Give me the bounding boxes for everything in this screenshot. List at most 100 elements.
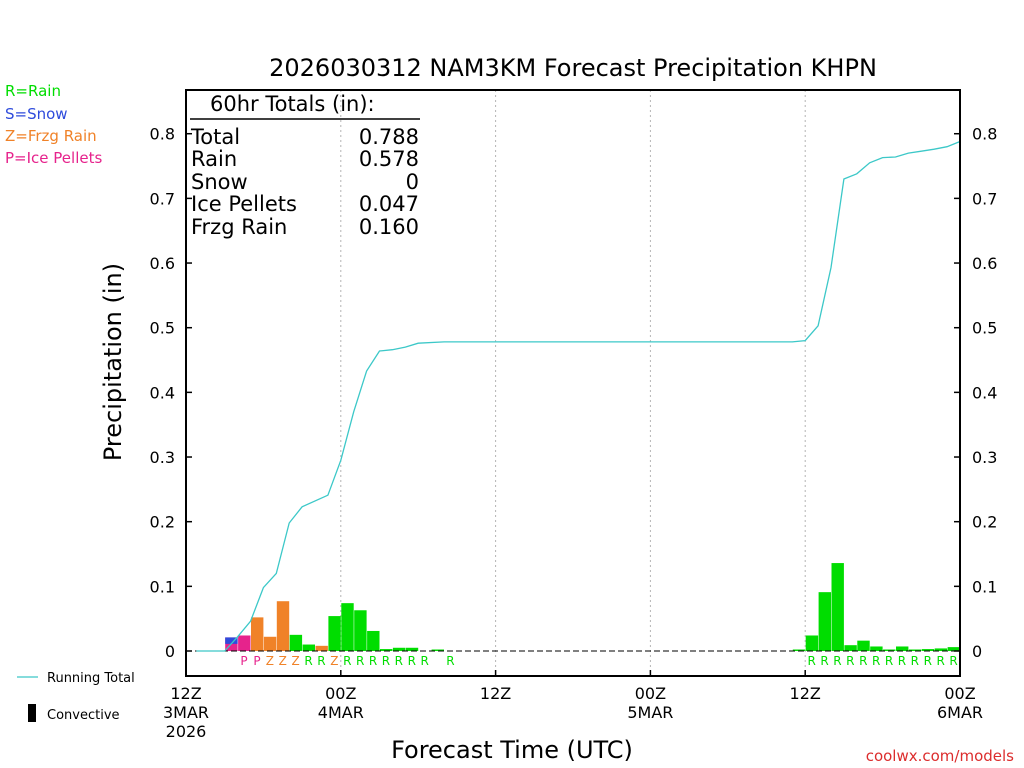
totals-value-total: 0.788 <box>359 125 419 149</box>
x-axis-label: Forecast Time (UTC) <box>391 736 633 764</box>
totals-label-snow: Snow <box>191 170 248 194</box>
y-tick-label-left: 0.4 <box>150 383 175 402</box>
precip-type-label: R <box>949 654 957 668</box>
y-tick-label-left: 0.5 <box>150 319 175 338</box>
y-tick-label-right: 0.7 <box>972 189 997 208</box>
y-tick-label-left: 0.3 <box>150 448 175 467</box>
legend-ice-pellets: P=Ice Pellets <box>5 149 102 167</box>
precip-type-label: R <box>343 654 351 668</box>
precip-bar <box>844 645 857 651</box>
precip-type-label: R <box>356 654 364 668</box>
legend-frzg-rain: Z=Frzg Rain <box>5 127 97 145</box>
precip-bar <box>896 646 909 651</box>
precip-type-label: R <box>807 654 815 668</box>
precip-bars <box>225 563 960 651</box>
precip-bar <box>263 636 277 651</box>
x-tick-label: 12Z <box>480 684 511 703</box>
y-tick-label-left: 0.7 <box>150 189 175 208</box>
precip-bar <box>315 645 328 651</box>
precip-bar <box>921 649 935 651</box>
precip-bar <box>792 649 806 651</box>
precip-type-label: R <box>924 654 932 668</box>
chart-title: 2026030312 NAM3KM Forecast Precipitation… <box>269 54 877 82</box>
precip-bar <box>883 649 896 651</box>
x-tick-label: 4MAR <box>318 703 364 722</box>
precip-type-label: R <box>395 654 403 668</box>
y-tick-label-left: 0.6 <box>150 254 175 273</box>
precip-type-label: P <box>253 654 260 668</box>
precip-type-label: R <box>872 654 880 668</box>
running-total-line <box>196 140 961 652</box>
y-tick-label-right: 0.3 <box>972 448 997 467</box>
x-tick-label: 00Z <box>325 684 356 703</box>
totals-label-rain: Rain <box>191 147 237 171</box>
precip-bar <box>870 646 883 651</box>
running-total-series <box>196 140 961 652</box>
precip-bar <box>251 617 264 651</box>
precip-type-label: R <box>820 654 828 668</box>
y-axis-label: Precipitation (in) <box>99 263 127 461</box>
y-tick-label-right: 0.5 <box>972 319 997 338</box>
x-tick-label: 2026 <box>166 722 207 741</box>
precip-bar <box>328 616 341 651</box>
precip-type-label: R <box>420 654 428 668</box>
precip-type-label: R <box>859 654 867 668</box>
precip-bar <box>857 640 870 651</box>
convective-legend-label: Convective <box>47 708 120 723</box>
running-total-legend-label: Running Total <box>47 671 135 686</box>
legend-rain: R=Rain <box>5 82 61 100</box>
x-tick-label: 6MAR <box>937 703 983 722</box>
precip-type-label: Z <box>279 654 287 668</box>
precip-type-label: R <box>304 654 312 668</box>
precip-type-label: R <box>898 654 906 668</box>
totals-label-ice-pellets: Ice Pellets <box>191 192 297 216</box>
convective-legend-swatch <box>28 704 36 722</box>
precip-type-label: R <box>317 654 325 668</box>
precip-type-label: R <box>382 654 390 668</box>
precip-bar <box>289 634 303 651</box>
precip-type-label: Z <box>330 654 338 668</box>
y-tick-label-left: 0.1 <box>150 577 175 596</box>
y-tick-label-right: 0.6 <box>972 254 997 273</box>
x-tick-label: 00Z <box>944 684 975 703</box>
y-axis-ticks: 0 0 0.1 0.1 0.2 0.2 0.3 0.3 0.4 0.4 0.5 0.5 0.6 0.6 0.… <box>150 125 998 661</box>
precip-type-label: P <box>240 654 247 668</box>
x-tick-label: 12Z <box>790 684 821 703</box>
y-tick-label-right: 0.2 <box>972 513 997 532</box>
y-tick-label-right: 0.1 <box>972 577 997 596</box>
precip-bar <box>805 635 819 651</box>
precip-bar <box>831 563 844 651</box>
totals-label-frzg-rain: Frzg Rain <box>191 215 287 239</box>
precip-type-label: R <box>936 654 944 668</box>
precip-type-label: R <box>833 654 841 668</box>
x-tick-label: 12Z <box>170 684 201 703</box>
plot-frame <box>185 89 961 677</box>
precip-bar <box>302 644 315 651</box>
totals-label-total: Total <box>190 125 240 149</box>
precip-type-label: R <box>369 654 377 668</box>
source-credit: coolwx.com/models <box>866 747 1014 765</box>
y-tick-label-right: 0.8 <box>972 125 997 144</box>
precip-type-label: R <box>846 654 854 668</box>
precip-type-label: R <box>446 654 454 668</box>
totals-value-snow: 0 <box>406 170 419 194</box>
snow-bar-segment <box>225 637 238 644</box>
precip-bar <box>431 649 444 651</box>
precip-bar <box>276 601 290 651</box>
precip-bar <box>405 647 419 651</box>
legend-snow: S=Snow <box>5 105 68 123</box>
precip-bar <box>818 592 831 651</box>
x-tick-label: 3MAR <box>163 703 209 722</box>
precip-bar <box>354 610 367 651</box>
precip-type-label: R <box>911 654 919 668</box>
totals-value-ice-pellets: 0.047 <box>359 192 419 216</box>
precip-bar <box>367 630 380 651</box>
y-tick-label-right: 0 <box>972 642 982 661</box>
precip-bar <box>392 647 406 651</box>
totals-box: 60hr Totals (in): Total 0.788 Rain 0.578… <box>190 92 420 239</box>
x-tick-label: 5MAR <box>627 703 673 722</box>
precip-bar <box>341 603 354 651</box>
